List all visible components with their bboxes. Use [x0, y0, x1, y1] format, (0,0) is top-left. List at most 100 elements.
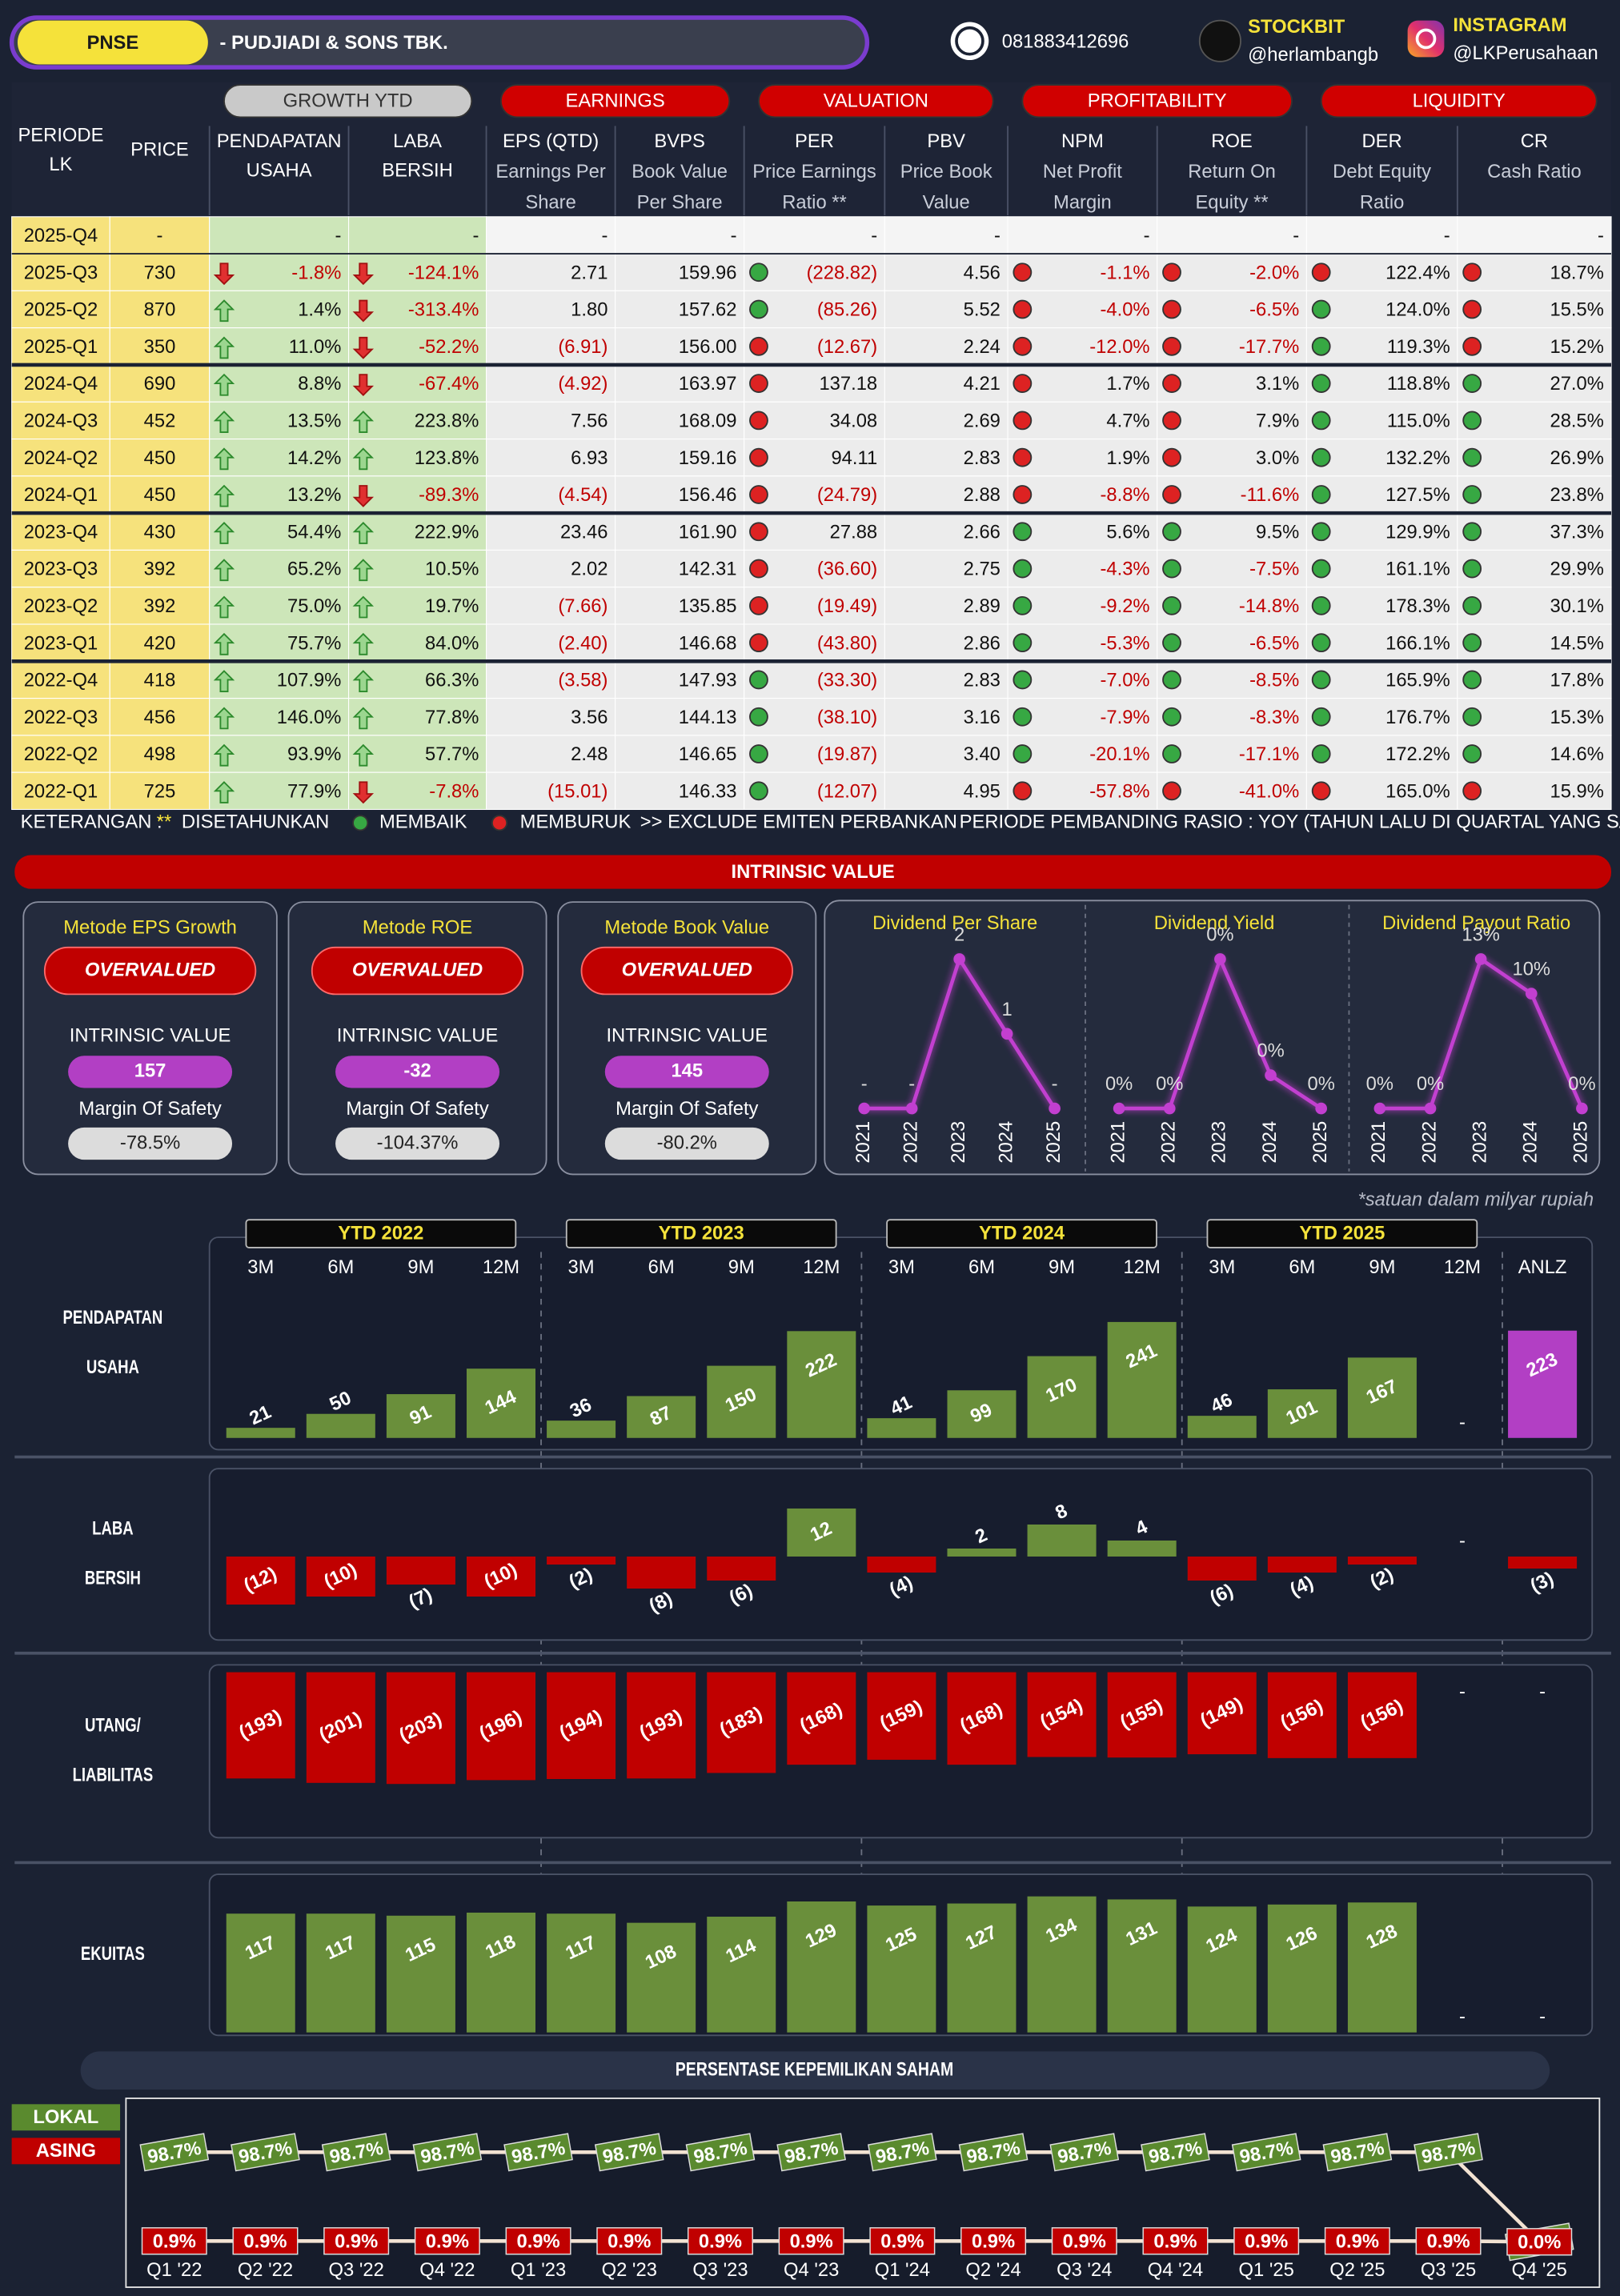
- status-dot: [1012, 595, 1033, 615]
- chart-title: PERSENTASE KEPEMILIKAN SAHAM: [676, 2058, 954, 2080]
- ownership-label: 0.9%: [1051, 2227, 1117, 2255]
- table-cell-text: -: [602, 225, 608, 246]
- x-tick-label: Q3 '25: [1421, 2259, 1476, 2281]
- table-cell-text: 456: [144, 707, 176, 728]
- x-tick-label: 2021: [1107, 1121, 1129, 1164]
- mos-pill: [604, 1127, 769, 1160]
- table-cell: [884, 253, 1008, 291]
- table-cell-text: (7.66): [558, 595, 608, 617]
- label-box: [1141, 2133, 1210, 2172]
- table-cell-text: 115.0%: [1387, 411, 1450, 432]
- data-label: 0.9%: [1063, 2230, 1106, 2252]
- table-cell-text: 725: [144, 780, 176, 802]
- table-cell: [1457, 290, 1612, 329]
- table-cell-text: 1.4%: [298, 299, 341, 321]
- table-cell-text: 13.5%: [287, 411, 341, 432]
- legend-dot: [491, 815, 508, 831]
- bar: [707, 1917, 776, 2033]
- column-header: PRICE: [130, 139, 189, 161]
- group-header: [565, 1219, 837, 1248]
- label-box: [139, 2133, 210, 2172]
- table-cell: [1457, 216, 1612, 254]
- label-box: [958, 2133, 1029, 2172]
- mos-pill: [68, 1127, 233, 1160]
- legend-label: ASING: [36, 2140, 96, 2162]
- table-cell: [486, 623, 616, 662]
- table-cell: [615, 698, 745, 736]
- bar: [547, 1420, 616, 1438]
- bar: [947, 1672, 1017, 1765]
- data-label: 0.9%: [426, 2230, 469, 2252]
- table-cell: [11, 587, 110, 625]
- table-cell: [347, 290, 487, 329]
- table-cell-text: 27.88: [830, 521, 877, 543]
- ownership-label: 0.9%: [141, 2227, 207, 2255]
- table-cell-text: 690: [144, 373, 176, 395]
- table-cell: [1007, 698, 1158, 736]
- table-cell-text: 137.18: [819, 373, 877, 395]
- label-box: [778, 2227, 844, 2255]
- x-tick-label: 6M: [1289, 1256, 1315, 1278]
- table-cell-text: 23.46: [560, 521, 608, 543]
- x-tick-label: 2021: [852, 1121, 874, 1164]
- table-cell: [1305, 216, 1458, 254]
- table-cell-text: 350: [144, 336, 176, 358]
- column-header: Equity **: [1195, 192, 1268, 214]
- table-cell-text: (85.26): [817, 299, 877, 321]
- column-header: ROE: [1211, 130, 1253, 152]
- table-cell: [11, 698, 110, 736]
- table-cell-text: -17.1%: [1239, 743, 1299, 765]
- table-cell-text: -7.5%: [1249, 559, 1299, 580]
- dividend-point: [1315, 1102, 1327, 1115]
- group-pill: [499, 84, 731, 118]
- table-cell-text: 161.1%: [1385, 559, 1450, 580]
- label-box: [1051, 2227, 1117, 2255]
- column-header: Share: [525, 192, 575, 214]
- column-header: Value: [923, 192, 970, 214]
- row-title: PENDAPATAN: [63, 1307, 163, 1328]
- ownership-label: 0.9%: [414, 2227, 480, 2255]
- bar: [867, 1556, 936, 1573]
- bar: [707, 1556, 776, 1581]
- status-dot: [1012, 411, 1033, 431]
- table-cell-text: 4.56: [964, 262, 1000, 283]
- bar: [947, 1548, 1017, 1557]
- margin-of-safety: -104.37%: [377, 1132, 459, 1153]
- table-cell: [1457, 475, 1612, 514]
- bar: [1027, 1896, 1097, 2033]
- table-cell-text: 2.66: [964, 521, 1000, 543]
- x-tick-label: Q2 '23: [602, 2259, 657, 2281]
- data-label: 0.9%: [516, 2230, 559, 2252]
- table-cell: [486, 216, 616, 254]
- status-dot: [1311, 447, 1331, 467]
- table-cell-text: -1.1%: [1100, 262, 1149, 283]
- table-cell-text: -313.4%: [408, 299, 479, 321]
- ownership-label: 98.7%: [594, 2133, 664, 2172]
- dividend-point: [1424, 1102, 1437, 1115]
- status-dot: [1162, 447, 1181, 467]
- table-cell-text: -20.1%: [1089, 743, 1149, 765]
- verdict-pill: [43, 946, 257, 996]
- instagram-icon-lens: [1415, 28, 1437, 50]
- x-tick-label: Q1 '23: [511, 2259, 566, 2281]
- label-box: [685, 2133, 756, 2172]
- table-cell-text: 2024-Q2: [24, 447, 98, 469]
- ownership-label: 98.7%: [1141, 2133, 1210, 2172]
- table-cell-text: 27.0%: [1550, 373, 1603, 395]
- x-tick-label: 9M: [407, 1256, 434, 1278]
- table-cell: [347, 771, 487, 811]
- table-cell: [1457, 253, 1612, 291]
- column-header: Net Profit: [1043, 161, 1122, 182]
- status-dot: [1311, 670, 1331, 690]
- table-cell-text: -4.3%: [1100, 559, 1149, 580]
- table-cell-text: 8.8%: [298, 373, 341, 395]
- legend-label: LOKAL: [33, 2106, 98, 2128]
- data-label: -: [908, 1073, 915, 1095]
- bar: [306, 1413, 375, 1438]
- table-cell: [884, 475, 1008, 514]
- table-cell: [884, 735, 1008, 773]
- arrow-down: [213, 262, 235, 286]
- table-cell: [1157, 216, 1307, 254]
- table-cell: [1007, 735, 1158, 773]
- table-cell-text: -7.9%: [1100, 707, 1149, 728]
